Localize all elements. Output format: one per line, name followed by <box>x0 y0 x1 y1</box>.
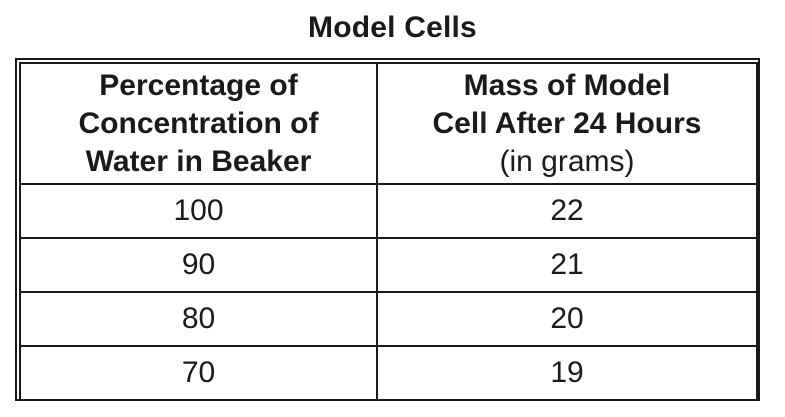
header-line: Mass of Model <box>463 68 671 102</box>
table-row: 80 20 <box>19 291 758 347</box>
cell-percentage: 80 <box>19 291 378 347</box>
table-outer-border <box>15 58 760 401</box>
cell-percentage: 100 <box>19 183 378 239</box>
header-line: Cell After 24 Hours <box>432 106 702 140</box>
cell-percentage: 70 <box>19 345 378 401</box>
cell-percentage: 90 <box>19 237 378 293</box>
model-cells-table: Percentage of Concentration of Water in … <box>19 62 758 401</box>
header-line: Water in Beaker <box>85 144 312 178</box>
cell-mass: 21 <box>376 237 758 293</box>
cell-mass: 19 <box>376 345 758 401</box>
cell-mass: 20 <box>376 291 758 347</box>
table-row: 70 19 <box>19 345 758 401</box>
header-percentage-concentration: Percentage of Concentration of Water in … <box>19 62 378 185</box>
table-title: Model Cells <box>308 11 477 44</box>
table-header-row: Percentage of Concentration of Water in … <box>19 62 758 185</box>
cell-mass: 22 <box>376 183 758 239</box>
table-row: 90 21 <box>19 237 758 293</box>
header-mass-model-cell: Mass of Model Cell After 24 Hours (in gr… <box>376 62 758 185</box>
header-line: Percentage of <box>99 68 298 102</box>
header-unit: (in grams) <box>499 144 635 178</box>
header-line: Concentration of <box>78 106 319 140</box>
table-row: 100 22 <box>19 183 758 239</box>
